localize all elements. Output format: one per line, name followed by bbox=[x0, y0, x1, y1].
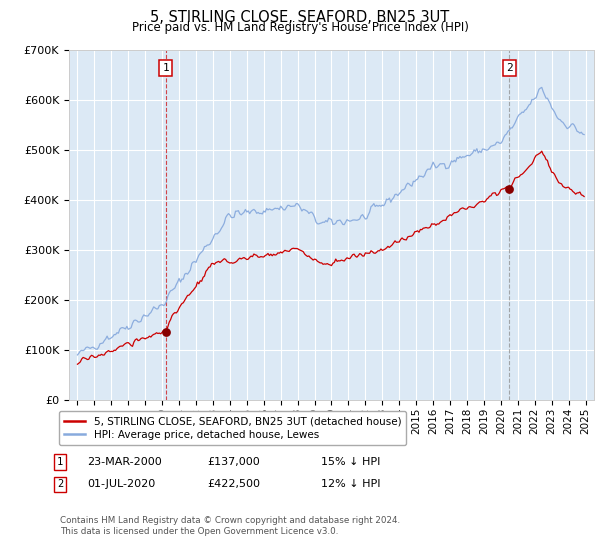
Text: £422,500: £422,500 bbox=[207, 479, 260, 489]
Text: 01-JUL-2020: 01-JUL-2020 bbox=[87, 479, 155, 489]
Text: 5, STIRLING CLOSE, SEAFORD, BN25 3UT: 5, STIRLING CLOSE, SEAFORD, BN25 3UT bbox=[151, 10, 449, 25]
Text: 2: 2 bbox=[506, 63, 512, 73]
Text: Contains HM Land Registry data © Crown copyright and database right 2024.
This d: Contains HM Land Registry data © Crown c… bbox=[60, 516, 400, 536]
Text: Price paid vs. HM Land Registry's House Price Index (HPI): Price paid vs. HM Land Registry's House … bbox=[131, 21, 469, 34]
Text: £137,000: £137,000 bbox=[207, 457, 260, 467]
Text: 23-MAR-2000: 23-MAR-2000 bbox=[87, 457, 162, 467]
Text: 1: 1 bbox=[163, 63, 169, 73]
Point bbox=[161, 328, 170, 337]
Text: 15% ↓ HPI: 15% ↓ HPI bbox=[321, 457, 380, 467]
Legend: 5, STIRLING CLOSE, SEAFORD, BN25 3UT (detached house), HPI: Average price, detac: 5, STIRLING CLOSE, SEAFORD, BN25 3UT (de… bbox=[59, 411, 406, 445]
Text: 12% ↓ HPI: 12% ↓ HPI bbox=[321, 479, 380, 489]
Text: 2: 2 bbox=[57, 479, 63, 489]
Point bbox=[505, 185, 514, 194]
Text: 1: 1 bbox=[57, 457, 63, 467]
